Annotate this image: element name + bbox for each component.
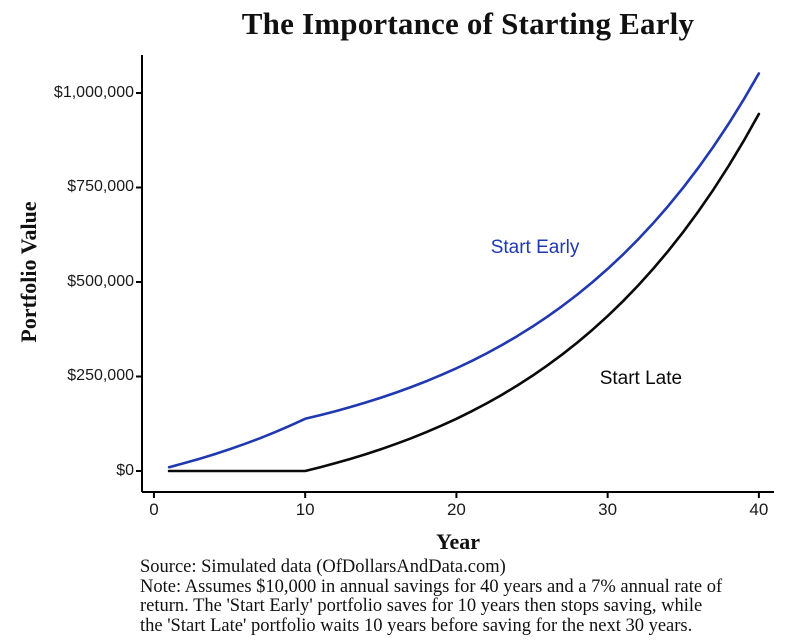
series-label-start-early: Start Early bbox=[490, 236, 580, 258]
footer-note-line: Note: Assumes $10,000 in annual savings … bbox=[140, 576, 723, 597]
series-line-start-early bbox=[167, 72, 761, 469]
x-tick-label: 40 bbox=[749, 500, 769, 519]
series-line-start-late bbox=[167, 112, 761, 473]
y-tick-label: $750,000 bbox=[67, 178, 134, 196]
x-tick-label: 0 bbox=[149, 500, 159, 519]
y-tick-label: $1,000,000 bbox=[53, 83, 134, 101]
footer-note-line: return. The 'Start Early' portfolio save… bbox=[140, 596, 703, 616]
y-tick-label: $250,000 bbox=[67, 367, 134, 385]
series-label-start-late: Start Late bbox=[599, 368, 683, 390]
x-tick-label: 10 bbox=[295, 500, 315, 519]
x-tick-label: 20 bbox=[446, 500, 466, 519]
x-tick-label: 30 bbox=[598, 500, 618, 519]
x-axis-title: Year bbox=[436, 529, 480, 554]
footer-source-line: Source: Simulated data (OfDollarsAndData… bbox=[140, 557, 506, 577]
footer-note-line: the 'Start Late' portfolio waits 10 year… bbox=[140, 615, 693, 636]
chart-title: The Importance of Starting Early bbox=[241, 6, 695, 41]
y-tick-label: $0 bbox=[116, 461, 134, 479]
y-tick-label: $500,000 bbox=[67, 272, 134, 290]
chart-footer: Source: Simulated data (OfDollarsAndData… bbox=[140, 557, 750, 636]
